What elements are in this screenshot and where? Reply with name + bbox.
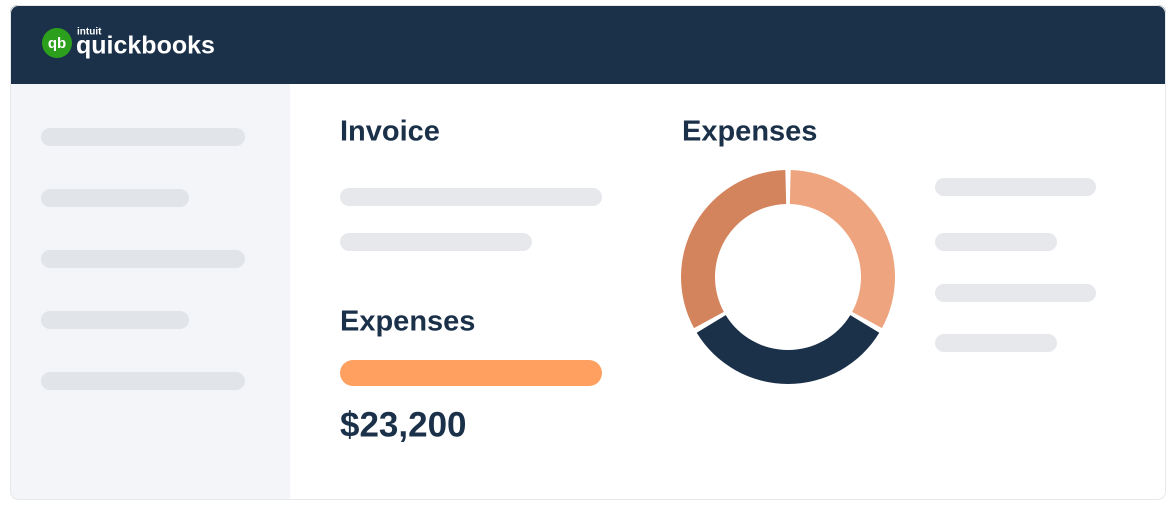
donut-segment [680,170,787,329]
placeholder [41,372,245,390]
invoice-title: Invoice [340,116,440,148]
placeholder [935,233,1057,251]
placeholder [340,188,602,206]
expenses-title: Expenses [340,306,475,338]
placeholder [935,284,1096,302]
placeholder [41,128,245,146]
logo-mark: qb [48,35,66,52]
header-bar [10,5,1166,84]
sidebar [10,84,290,500]
placeholder [41,250,245,268]
chart-title: Expenses [682,116,817,148]
placeholder [41,311,189,329]
logo-icon [42,28,72,58]
product: quickbooks [76,32,215,60]
card-border [10,5,1166,500]
expenses-bar [340,360,602,386]
donut-segment [789,170,896,329]
placeholder [935,178,1096,196]
legend-placeholders [935,178,1096,352]
placeholder [41,189,189,207]
placeholder [935,334,1057,352]
donut-segment [696,315,880,385]
expenses-amount: $23,200 [340,405,467,444]
sidebar-items [41,128,245,390]
donut [680,170,896,385]
placeholder [340,233,532,251]
brand: intuit [77,27,102,38]
